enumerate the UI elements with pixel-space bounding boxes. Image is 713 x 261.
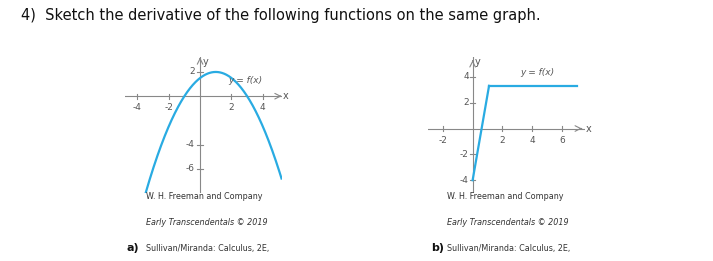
- Text: W. H. Freeman and Company: W. H. Freeman and Company: [146, 192, 262, 201]
- Text: 6: 6: [560, 136, 565, 145]
- Text: 2: 2: [500, 136, 506, 145]
- Text: -4: -4: [133, 103, 142, 112]
- Text: 4)  Sketch the derivative of the following functions on the same graph.: 4) Sketch the derivative of the followin…: [21, 8, 541, 23]
- Text: 2: 2: [189, 67, 195, 76]
- Text: -6: -6: [185, 164, 195, 173]
- Text: 2: 2: [463, 98, 469, 107]
- Text: 4: 4: [530, 136, 535, 145]
- Text: -4: -4: [185, 140, 195, 149]
- Text: x: x: [586, 123, 592, 134]
- Text: a): a): [127, 243, 140, 253]
- Text: 4: 4: [463, 72, 469, 81]
- Text: y: y: [475, 57, 481, 67]
- Text: b): b): [431, 243, 443, 253]
- Text: -2: -2: [460, 150, 469, 159]
- Text: -2: -2: [164, 103, 173, 112]
- Text: -2: -2: [438, 136, 447, 145]
- Text: y = f(x): y = f(x): [520, 68, 555, 78]
- Text: Early Transcendentals © 2019: Early Transcendentals © 2019: [146, 218, 268, 227]
- Text: Sullivan/Miranda: Calculus, 2E,: Sullivan/Miranda: Calculus, 2E,: [146, 244, 270, 253]
- Text: Sullivan/Miranda: Calculus, 2E,: Sullivan/Miranda: Calculus, 2E,: [447, 244, 570, 253]
- Text: y = f(x): y = f(x): [228, 76, 262, 85]
- Text: 2: 2: [229, 103, 235, 112]
- Text: -4: -4: [460, 176, 469, 185]
- Text: Early Transcendentals © 2019: Early Transcendentals © 2019: [447, 218, 569, 227]
- Text: 4: 4: [260, 103, 266, 112]
- Text: y: y: [202, 57, 208, 67]
- Text: W. H. Freeman and Company: W. H. Freeman and Company: [447, 192, 563, 201]
- Text: x: x: [283, 91, 289, 101]
